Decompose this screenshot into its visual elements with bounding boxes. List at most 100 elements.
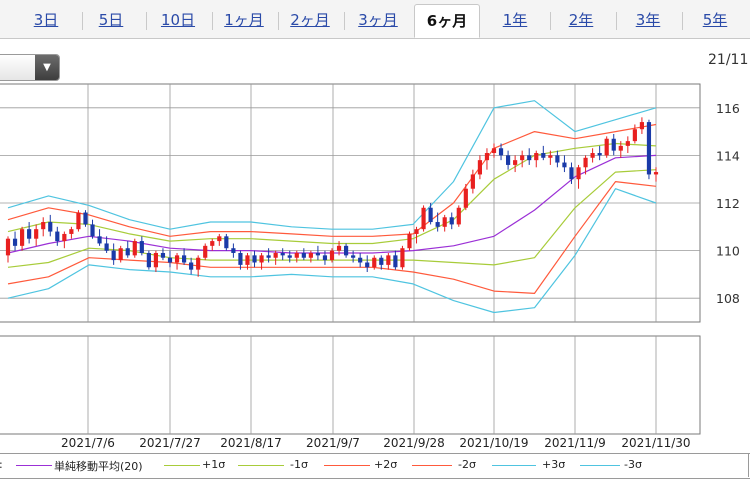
series-line xyxy=(7,123,657,237)
candle-body xyxy=(358,257,363,263)
indicator-select[interactable]: ▼ xyxy=(0,54,60,81)
candle-body xyxy=(125,248,130,256)
legend-item-plus2: +2σ xyxy=(374,458,398,471)
tab-3y[interactable]: 3年 xyxy=(616,4,680,38)
candle-body xyxy=(315,252,321,256)
candle-body xyxy=(217,236,222,242)
candle-body xyxy=(435,222,440,227)
candle-body xyxy=(393,255,398,268)
candle-body xyxy=(329,250,335,261)
y-tick-label: 116 xyxy=(716,101,740,116)
candle-body xyxy=(41,222,46,230)
candle-body xyxy=(618,145,623,151)
candle-body xyxy=(513,160,518,165)
candle-body xyxy=(351,255,356,258)
y-tick-label: 108 xyxy=(716,291,740,306)
candle-body xyxy=(146,252,151,268)
candle-body xyxy=(62,233,67,242)
tab-5y[interactable]: 5年 xyxy=(682,4,748,38)
x-tick-label: 2021/10/19 xyxy=(459,436,528,450)
candle-body xyxy=(189,262,194,270)
legend-item-sma: 単純移動平均(20) xyxy=(54,460,143,473)
candle-body xyxy=(83,212,88,225)
candle-body xyxy=(646,122,652,175)
candle-body xyxy=(308,252,313,258)
legend-item-plus3: +3σ xyxy=(542,458,566,471)
candle-body xyxy=(386,255,391,265)
series-line xyxy=(7,142,657,245)
candle-body xyxy=(372,257,377,268)
candle-body xyxy=(210,241,215,246)
candle-body xyxy=(167,257,173,263)
candle-body xyxy=(174,255,180,263)
legend-swatch-minus2 xyxy=(412,465,452,466)
candle-body xyxy=(231,248,236,253)
candle-body xyxy=(273,252,278,258)
candle-body xyxy=(48,222,53,232)
legend-swatch-plus1 xyxy=(164,465,200,466)
candle-body xyxy=(132,241,137,256)
period-tab-bar: 3日 5日 10日 1ヶ月 2ヶ月 3ヶ月 6ヶ月 1年 2年 3年 5年 xyxy=(0,0,750,39)
candle-body xyxy=(76,212,81,230)
chevron-down-icon: ▼ xyxy=(35,55,59,80)
legend-swatch-plus3 xyxy=(492,465,536,466)
candle-body xyxy=(463,188,468,208)
candle-body xyxy=(576,167,581,180)
tab-3m[interactable]: 3ヶ月 xyxy=(344,4,412,38)
legend-swatch-minus3 xyxy=(580,465,620,466)
y-tick-label: 114 xyxy=(716,148,740,163)
candle-body xyxy=(653,172,659,175)
candle-body xyxy=(555,155,560,163)
x-tick-label: 2021/7/27 xyxy=(139,436,201,450)
tab-5d[interactable]: 5日 xyxy=(82,4,140,38)
y-tick-label: 112 xyxy=(716,196,740,211)
sub-panel xyxy=(0,335,701,435)
candle-body xyxy=(548,155,553,158)
x-tick-label: 2021/9/7 xyxy=(306,436,360,450)
legend-item-minus1: -1σ xyxy=(290,458,308,471)
candle-body xyxy=(5,238,11,256)
candle-body xyxy=(470,174,475,189)
candle-body xyxy=(238,252,243,265)
chart-legend: : 単純移動平均(20) +1σ -1σ +2σ -2σ +3σ -3σ xyxy=(0,453,750,479)
x-tick-label: 2021/11/9 xyxy=(544,436,606,450)
candle-body xyxy=(111,250,116,261)
series-line xyxy=(7,180,657,294)
tab-2y[interactable]: 2年 xyxy=(550,4,612,38)
candle-body xyxy=(498,148,504,156)
candle-body xyxy=(421,207,426,230)
tab-3d[interactable]: 3日 xyxy=(33,11,59,29)
date-label: 21/11 xyxy=(708,52,749,68)
tab-6m[interactable]: 6ヶ月 xyxy=(414,4,480,38)
x-tick-label: 2021/11/30 xyxy=(621,436,690,450)
candle-body xyxy=(224,236,229,249)
candle-body xyxy=(625,141,630,146)
candle-body xyxy=(12,238,18,246)
candle-body xyxy=(55,231,60,242)
series-line xyxy=(7,100,657,230)
candle-body xyxy=(456,207,461,225)
candle-body xyxy=(379,257,384,265)
tab-2m[interactable]: 2ヶ月 xyxy=(278,4,342,38)
candlestick-chart: 108 110 112 114 116 2021/7/6 2021/7/27 2021/8/1… xyxy=(0,83,740,450)
candle-body xyxy=(484,153,490,161)
candle-body xyxy=(583,157,588,168)
legend-divider xyxy=(748,454,749,477)
tab-1y[interactable]: 1年 xyxy=(502,11,528,29)
candle-body xyxy=(104,243,109,251)
candle-body xyxy=(590,153,595,158)
candle-body xyxy=(527,155,532,161)
tab-10d[interactable]: 10日 xyxy=(146,4,210,38)
tab-1m[interactable]: 1ヶ月 xyxy=(212,4,276,38)
candle-body xyxy=(520,155,525,161)
candle-body xyxy=(266,255,271,258)
candle-body xyxy=(27,229,32,239)
candle-body xyxy=(139,241,144,253)
candle-body xyxy=(343,245,349,256)
candle-body xyxy=(259,255,264,263)
candle-body xyxy=(19,229,25,246)
candle-body xyxy=(449,217,454,225)
candle-body xyxy=(160,252,166,258)
candle-body xyxy=(534,153,539,161)
candle-body xyxy=(97,236,102,244)
